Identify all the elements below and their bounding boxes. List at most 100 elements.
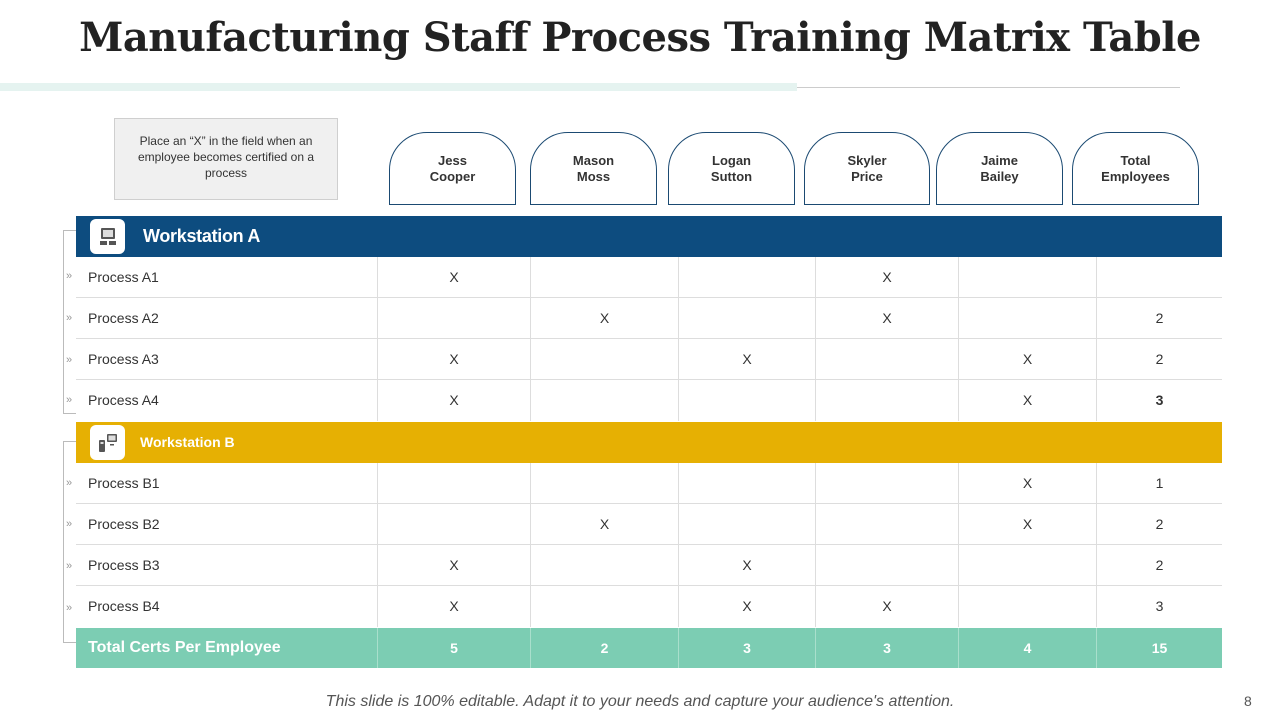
cell-skyler-price <box>815 463 958 504</box>
cell-jess-cooper <box>377 298 530 339</box>
column-header-label: Logan Sutton <box>710 152 753 184</box>
process-label: Process B3 <box>88 557 160 573</box>
cell-logan-sutton <box>678 463 815 504</box>
chevron-icon: » <box>66 312 73 324</box>
section-a-bracket <box>63 230 76 414</box>
table-row: Process A1 X X <box>76 257 1222 298</box>
cell-jess-cooper: X <box>377 586 530 627</box>
table-row: Process A3 X X X 2 <box>76 339 1222 380</box>
column-header-mason-moss: Mason Moss <box>530 132 657 205</box>
cell-jaime-bailey <box>958 257 1096 298</box>
cell-logan-sutton <box>678 257 815 298</box>
workstation-b-title: Workstation B <box>140 434 235 450</box>
cell-mason-moss <box>530 339 678 380</box>
column-header-total-employees: Total Employees <box>1072 132 1199 205</box>
cell-mason-moss <box>530 545 678 586</box>
total-jaime-bailey: 4 <box>958 628 1096 668</box>
column-header-label: Jaime Bailey <box>980 152 1019 184</box>
workstation-icon <box>90 425 125 460</box>
process-label: Process A2 <box>88 310 159 326</box>
cell-logan-sutton: X <box>678 339 815 380</box>
cell-jaime-bailey: X <box>958 463 1096 504</box>
chevron-icon: » <box>66 602 73 614</box>
total-mason-moss: 2 <box>530 628 678 668</box>
table-row: Process A2 X X 2 <box>76 298 1222 339</box>
cell-mason-moss: X <box>530 298 678 339</box>
cell-logan-sutton: X <box>678 545 815 586</box>
totals-row: Total Certs Per Employee 5 2 3 3 4 15 <box>76 628 1222 668</box>
workstation-a-header: Workstation A <box>76 216 1222 257</box>
chevron-icon: » <box>66 354 73 366</box>
process-label: Process A1 <box>88 269 159 285</box>
cell-skyler-price: X <box>815 257 958 298</box>
cell-total-employees: 1 <box>1096 463 1222 504</box>
cell-jess-cooper: X <box>377 339 530 380</box>
cell-mason-moss <box>530 380 678 421</box>
chevron-icon: » <box>66 394 73 406</box>
column-header-label: Mason Moss <box>572 152 615 184</box>
cell-skyler-price <box>815 339 958 380</box>
cell-total-employees: 2 <box>1096 545 1222 586</box>
cell-jess-cooper: X <box>377 380 530 421</box>
cell-jess-cooper: X <box>377 257 530 298</box>
page-number: 8 <box>1244 693 1252 709</box>
cell-mason-moss <box>530 463 678 504</box>
cell-logan-sutton: X <box>678 586 815 627</box>
section-b-bracket <box>63 441 76 643</box>
table-row: Process B3 X X 2 <box>76 545 1222 586</box>
total-overall: 15 <box>1096 628 1222 668</box>
cell-jaime-bailey <box>958 586 1096 627</box>
cell-mason-moss <box>530 257 678 298</box>
workstation-b-header: Workstation B <box>76 422 1222 463</box>
process-label: Process A3 <box>88 351 159 367</box>
total-skyler-price: 3 <box>815 628 958 668</box>
cell-jess-cooper: X <box>377 545 530 586</box>
footer-note: This slide is 100% editable. Adapt it to… <box>325 693 955 710</box>
process-label: Process B2 <box>88 516 160 532</box>
process-label: Process A4 <box>88 392 159 408</box>
title-underline-rule <box>797 87 1180 88</box>
total-jess-cooper: 5 <box>377 628 530 668</box>
cell-skyler-price <box>815 504 958 545</box>
cell-jaime-bailey <box>958 298 1096 339</box>
cell-mason-moss: X <box>530 504 678 545</box>
cell-skyler-price <box>815 380 958 421</box>
column-header-jess-cooper: Jess Cooper <box>389 132 516 205</box>
page-title: Manufacturing Staff Process Training Mat… <box>79 14 1201 61</box>
chevron-icon: » <box>66 270 73 282</box>
table-row: Process B4 X X X 3 <box>76 586 1222 627</box>
cell-jaime-bailey: X <box>958 380 1096 421</box>
column-header-label: Jess Cooper <box>429 152 476 184</box>
cell-total-employees: 2 <box>1096 339 1222 380</box>
cell-total-employees: 2 <box>1096 298 1222 339</box>
cell-total-employees <box>1096 257 1222 298</box>
cell-total-employees: 3 <box>1096 380 1222 421</box>
table-row: Process A4 X X 3 <box>76 380 1222 421</box>
cell-logan-sutton <box>678 298 815 339</box>
table-row: Process B2 X X 2 <box>76 504 1222 545</box>
column-header-label: Skyler Price <box>847 152 887 184</box>
totals-label: Total Certs Per Employee <box>88 639 281 656</box>
process-label: Process B1 <box>88 475 160 491</box>
cell-skyler-price: X <box>815 586 958 627</box>
total-logan-sutton: 3 <box>678 628 815 668</box>
column-header-label: Total Employees <box>1101 152 1170 184</box>
title-underline-accent <box>0 83 797 91</box>
process-label: Process B4 <box>88 598 160 614</box>
chevron-icon: » <box>66 477 73 489</box>
cell-jess-cooper <box>377 504 530 545</box>
cell-jaime-bailey <box>958 545 1096 586</box>
column-header-skyler-price: Skyler Price <box>804 132 930 205</box>
chevron-icon: » <box>66 518 73 530</box>
cell-logan-sutton <box>678 504 815 545</box>
cell-jaime-bailey: X <box>958 339 1096 380</box>
column-header-jaime-bailey: Jaime Bailey <box>936 132 1063 205</box>
column-header-logan-sutton: Logan Sutton <box>668 132 795 205</box>
table-row: Process B1 X 1 <box>76 463 1222 504</box>
cell-skyler-price <box>815 545 958 586</box>
cell-mason-moss <box>530 586 678 627</box>
chevron-icon: » <box>66 560 73 572</box>
cell-jess-cooper <box>377 463 530 504</box>
cell-logan-sutton <box>678 380 815 421</box>
cell-total-employees: 2 <box>1096 504 1222 545</box>
